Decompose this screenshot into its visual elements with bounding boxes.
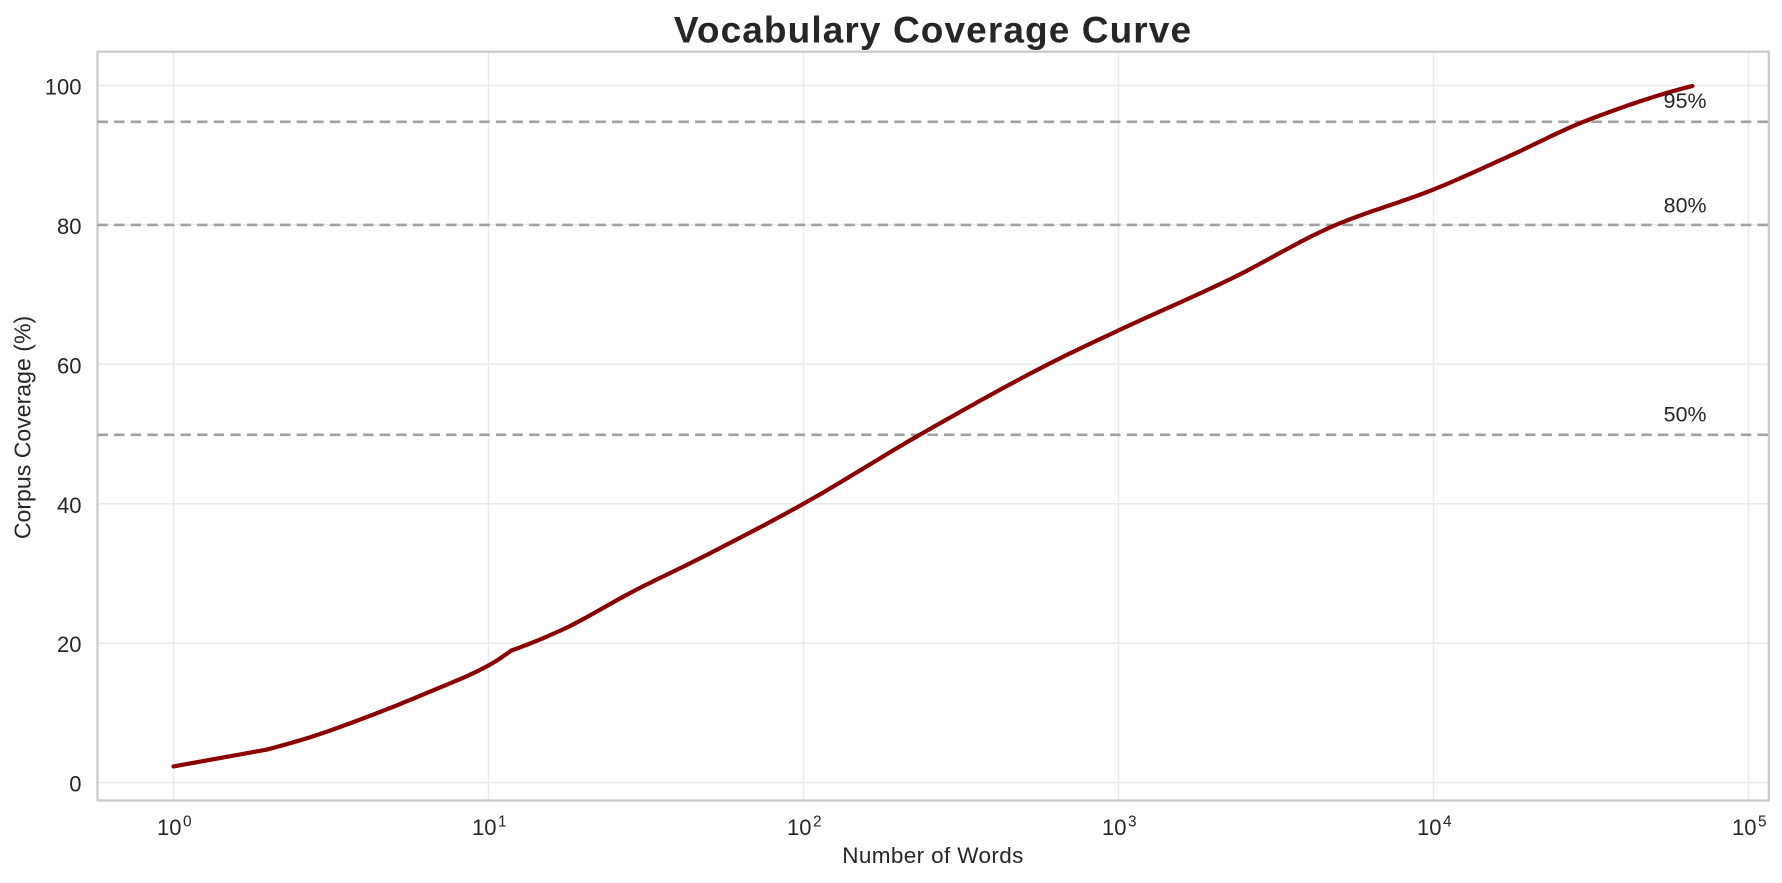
svg-text:Number of Words: Number of Words — [842, 843, 1023, 868]
svg-text:100: 100 — [45, 75, 82, 100]
svg-text:Corpus Coverage (%): Corpus Coverage (%) — [10, 316, 36, 539]
svg-text:40: 40 — [57, 493, 81, 518]
svg-text:0: 0 — [69, 772, 81, 797]
svg-text:20: 20 — [57, 632, 81, 657]
svg-text:80: 80 — [57, 214, 81, 239]
svg-text:95%: 95% — [1664, 89, 1707, 113]
svg-text:Vocabulary Coverage Curve: Vocabulary Coverage Curve — [674, 9, 1192, 50]
svg-text:80%: 80% — [1664, 194, 1707, 218]
svg-text:60: 60 — [57, 353, 81, 378]
svg-text:50%: 50% — [1664, 403, 1707, 427]
